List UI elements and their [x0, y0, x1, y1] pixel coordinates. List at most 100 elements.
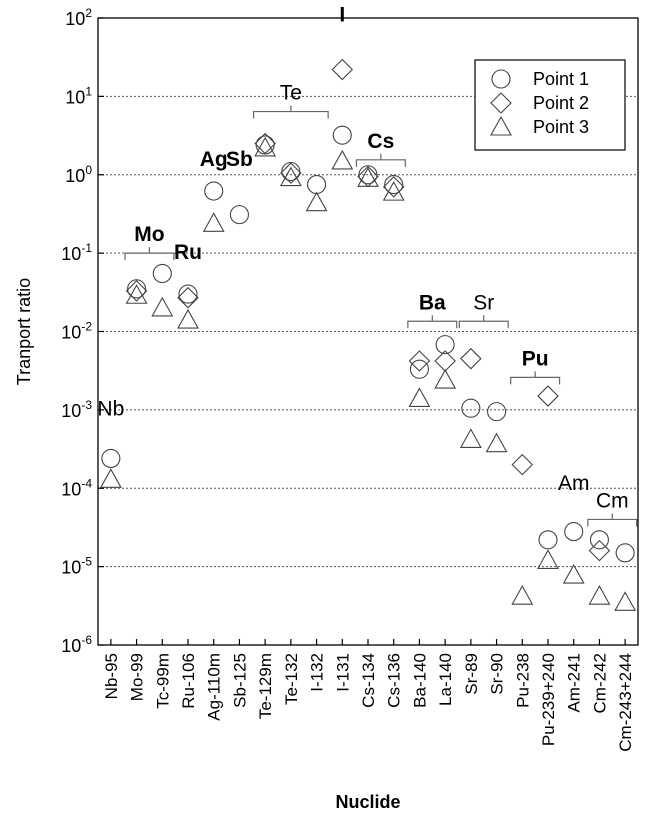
- legend-entry: Point 3: [533, 117, 589, 137]
- x-tick-label: La-140: [436, 653, 455, 706]
- series-1-point: [384, 174, 404, 195]
- x-tick-label: Ba-140: [410, 653, 429, 708]
- series-3-point: [408, 387, 431, 407]
- series-3-point: [202, 212, 225, 232]
- y-tick-label: 102: [65, 6, 92, 29]
- series-1-point: [127, 279, 147, 299]
- x-tick-label: Sb-125: [230, 653, 249, 708]
- series-3-point: [485, 432, 508, 453]
- series-1-point: [487, 402, 507, 422]
- series-2-point: [177, 286, 199, 309]
- series-3-point: [562, 563, 585, 584]
- legend-marker: [490, 115, 512, 136]
- series-3-point: [614, 591, 637, 611]
- group-label: Ag: [200, 148, 228, 171]
- series-1-point: [589, 530, 609, 550]
- group-bracket: [124, 247, 175, 261]
- x-tick-label: I-131: [333, 653, 352, 692]
- x-tick-label: Tc-99m: [153, 653, 172, 709]
- series-2-point: [408, 350, 431, 372]
- group-label: Cs: [367, 130, 394, 153]
- x-tick-label: Ag-110m: [205, 653, 224, 721]
- legend-marker: [491, 69, 511, 89]
- legend-entry: Point 2: [533, 93, 589, 113]
- series-1-point: [152, 263, 172, 284]
- x-tick-label: Am-241: [565, 653, 584, 713]
- series-1-point: [409, 359, 429, 379]
- x-tick-label: Mo-99: [128, 653, 147, 701]
- series-3-point: [331, 149, 354, 170]
- series-3-point: [177, 308, 199, 329]
- series-2-point: [511, 453, 534, 476]
- series-2-point: [588, 539, 611, 562]
- x-tick-label: Cm-242: [590, 653, 609, 713]
- group-bracket: [458, 315, 509, 329]
- series-1-point: [461, 398, 481, 418]
- y-tick-label: 100: [65, 163, 92, 186]
- y-tick-label: 10-3: [61, 398, 92, 421]
- series-2-point: [331, 58, 354, 81]
- group-label: Pu: [522, 347, 549, 370]
- series-2-point: [537, 385, 559, 407]
- series-3-point: [537, 549, 559, 569]
- x-axis-title: Nuclide: [335, 792, 400, 812]
- x-tick-label: Cs-136: [385, 653, 404, 708]
- group-label: Ba: [419, 291, 446, 314]
- series-1-point: [178, 284, 198, 304]
- series-1-point: [307, 174, 327, 195]
- series-1-point: [229, 205, 249, 225]
- series-3-point: [279, 166, 302, 187]
- series-3-point: [99, 468, 122, 488]
- y-tick-label: 10-6: [61, 633, 92, 656]
- group-bracket: [355, 153, 406, 167]
- series-3-point: [434, 368, 457, 389]
- series-1-point: [564, 522, 584, 542]
- group-label: Sb: [226, 148, 253, 171]
- y-tick-label: 10-1: [61, 241, 92, 264]
- series-1-point: [538, 530, 558, 550]
- group-label: Mo: [134, 223, 164, 246]
- x-tick-label: Cs-134: [359, 653, 378, 708]
- x-tick-label: Ru-106: [179, 653, 198, 709]
- plot-frame: [97, 17, 639, 646]
- series-1-point: [204, 181, 224, 201]
- series-2-point: [125, 280, 148, 302]
- x-tick-label: Pu-238: [513, 653, 532, 708]
- series-3-point: [382, 181, 405, 201]
- y-axis-title: Tranport ratio: [14, 278, 34, 385]
- x-tick-label: Cm-243+244: [616, 653, 635, 752]
- x-tick-label: Sr-90: [488, 653, 507, 695]
- series-2-point: [280, 162, 302, 184]
- x-tick-label: Te-132: [282, 653, 301, 705]
- x-tick-label: Te-129m: [256, 653, 275, 719]
- grid-lines: [98, 95, 638, 568]
- legend-entry: Point 1: [533, 69, 589, 89]
- series-3-point: [305, 191, 328, 212]
- group-label: Cm: [596, 489, 629, 512]
- series-2-point: [382, 176, 405, 198]
- x-tick-label: I-132: [308, 653, 327, 692]
- legend-marker: [490, 92, 512, 114]
- y-tick-label: 10-2: [61, 320, 92, 343]
- group-bracket: [587, 513, 638, 527]
- series-3-point: [459, 428, 482, 448]
- series-1-point: [101, 448, 121, 469]
- x-tick-label: Pu-239+240: [539, 653, 558, 746]
- y-tick-label: 10-4: [61, 476, 92, 499]
- group-label: Nb: [97, 398, 124, 421]
- legend: Point 1 Point 2 Point 3: [474, 59, 626, 151]
- series-1-point: [332, 125, 352, 145]
- series-3-point: [511, 585, 534, 605]
- series-2-point: [254, 132, 276, 155]
- series-1-point: [615, 543, 635, 563]
- series-1-point: [435, 335, 455, 355]
- group-label: Sr: [473, 291, 494, 314]
- series-3-point: [125, 284, 148, 304]
- group-bracket: [407, 315, 458, 329]
- x-axis-ticks: Nb-95 Mo-99 Tc-99m Ru-106 Ag-110m Sb-125 Te-12…: [102, 639, 635, 752]
- group-bracket: [252, 105, 329, 119]
- group-label: Ru: [174, 241, 202, 264]
- group-label: Te: [280, 82, 302, 105]
